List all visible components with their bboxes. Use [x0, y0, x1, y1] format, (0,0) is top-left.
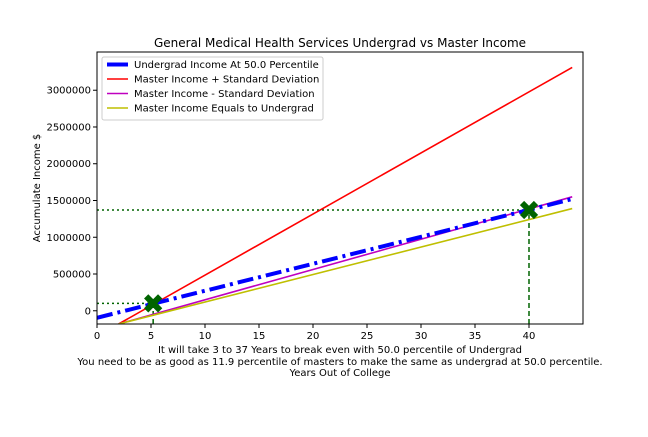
- svg-text:Master Income Equals to Underg: Master Income Equals to Undergrad: [134, 104, 314, 115]
- legend-entry-2: Master Income + Standard Deviation: [107, 75, 319, 86]
- legend-entry-3: Master Income - Standard Deviation: [107, 89, 315, 100]
- x-tick-label: 20: [307, 331, 320, 342]
- x-axis-label-line-1: It will take 3 to 37 Years to break even…: [158, 345, 522, 356]
- y-tick-label: 3000000: [46, 86, 91, 97]
- series-lines: [97, 66, 573, 324]
- svg-text:Master Income + Standard Devia: Master Income + Standard Deviation: [134, 75, 319, 86]
- legend-box: [101, 56, 324, 121]
- y-tick-label: 2000000: [46, 159, 91, 170]
- x-axis-label-line-3: Years Out of College: [289, 368, 391, 379]
- x-tick-label: 30: [415, 331, 428, 342]
- chart-title: General Medical Health Services Undergra…: [154, 36, 526, 50]
- series-line-4: [118, 207, 573, 324]
- legend-items: Undergrad Income At 50.0 Percentile Maste…: [107, 60, 319, 115]
- markers: [144, 200, 539, 313]
- y-tick-label: 1000000: [46, 233, 91, 244]
- y-tick-label: 500000: [53, 270, 91, 281]
- y-tick-label: 1500000: [46, 196, 91, 207]
- y-axis-label: Accumulate Income $: [32, 134, 43, 243]
- breakeven-marker-2: [519, 200, 539, 220]
- svg-text:Master Income - Standard Devia: Master Income - Standard Deviation: [134, 89, 315, 100]
- x-tick-label: 0: [94, 331, 100, 342]
- breakeven-marker-1: [144, 294, 163, 313]
- x-axis-ticks: 0 5 10 15 20 25 30 35 40: [94, 324, 536, 342]
- y-axis-ticks: 0 500000 1000000 1500000 2000000 2500000 30000…: [46, 86, 97, 317]
- plot-frame: [96, 51, 584, 325]
- x-tick-label: 40: [523, 331, 536, 342]
- series-line-2: [118, 66, 573, 324]
- legend: Undergrad Income At 50.0 Percentile Maste…: [101, 56, 324, 121]
- x-tick-label: 15: [253, 331, 266, 342]
- y-tick-label: 0: [85, 306, 91, 317]
- series-line-1: [97, 197, 573, 320]
- x-tick-label: 10: [199, 331, 212, 342]
- x-axis-label-line-2: You need to be as good as 11.9 percentil…: [76, 357, 602, 368]
- x-tick-label: 25: [361, 331, 374, 342]
- legend-entry-4: Master Income Equals to Undergrad: [107, 104, 314, 115]
- svg-text:Undergrad Income At 50.0 Perce: Undergrad Income At 50.0 Percentile: [134, 60, 319, 71]
- y-tick-label: 2500000: [46, 122, 91, 133]
- legend-entry-1: Undergrad Income At 50.0 Percentile: [107, 60, 319, 71]
- x-tick-label: 5: [148, 331, 154, 342]
- x-tick-label: 35: [469, 331, 482, 342]
